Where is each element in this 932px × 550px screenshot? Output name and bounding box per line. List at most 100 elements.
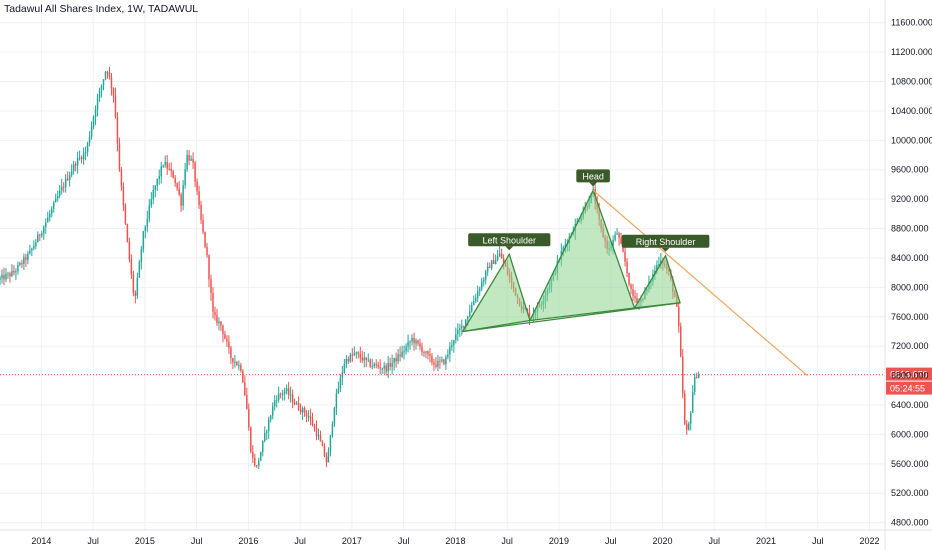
candle (232, 357, 234, 370)
candle (52, 200, 55, 213)
candle (140, 246, 143, 270)
candle (431, 353, 433, 366)
y-tick-label: 8400.000 (891, 253, 929, 263)
candle-body (74, 164, 77, 166)
candle (371, 358, 373, 370)
candle (319, 430, 322, 442)
candle-body (124, 205, 127, 224)
candle (486, 262, 489, 276)
candle-body (451, 344, 453, 347)
candle (301, 406, 304, 420)
candle-body (437, 360, 439, 367)
candle-body (208, 255, 210, 280)
candle (15, 268, 17, 280)
candle (164, 155, 166, 168)
candle-body (49, 213, 51, 218)
candle (697, 371, 700, 379)
candle (102, 79, 105, 91)
candle-body (220, 321, 222, 326)
candle-body (116, 116, 119, 144)
candle-body (271, 406, 274, 416)
candle-body (176, 183, 178, 189)
candle-body (365, 357, 368, 360)
candle-body (226, 338, 228, 342)
candle-body (630, 284, 632, 290)
candle (244, 375, 246, 396)
candle-body (319, 435, 322, 442)
candle-body (128, 241, 131, 260)
candle-body (367, 359, 370, 361)
candle (391, 354, 393, 375)
candle-body (168, 168, 170, 170)
candle (186, 149, 188, 172)
x-tick-label: 2015 (135, 536, 155, 546)
candle (208, 254, 210, 288)
candle (415, 338, 417, 350)
candle (27, 251, 29, 265)
candle (7, 271, 9, 279)
candle-body (476, 291, 479, 298)
candle (369, 358, 371, 369)
candle (118, 137, 121, 172)
candle (60, 178, 63, 195)
pattern-label-bg (621, 234, 710, 248)
y-tick-label: 5600.000 (891, 459, 929, 469)
candle (240, 362, 242, 373)
candle (84, 146, 87, 161)
candle (70, 164, 73, 178)
candle-body (684, 393, 686, 424)
candle-body (5, 274, 7, 280)
pattern-label-text: Left Shoulder (482, 235, 536, 245)
pattern-triangle (528, 188, 636, 322)
candle-body (361, 357, 364, 361)
candle (82, 147, 85, 165)
x-tick-label: 2022 (859, 536, 879, 546)
pattern-label: Head (576, 169, 610, 187)
candle-body (1, 274, 3, 279)
candle-body (170, 169, 172, 171)
candle (345, 354, 348, 369)
candle-body (39, 234, 41, 236)
candle (212, 287, 214, 319)
candle (152, 185, 155, 205)
candle (357, 351, 360, 359)
candle-body (459, 328, 461, 330)
candle-body (206, 246, 208, 256)
candle-body (86, 142, 89, 152)
candle-body (695, 377, 698, 379)
candle-body (212, 292, 214, 312)
candle (142, 230, 145, 253)
candle-body (100, 85, 103, 91)
candle (297, 396, 300, 411)
candle-body (254, 457, 256, 466)
candle-body (138, 261, 141, 278)
candle-body (160, 166, 162, 177)
candle (260, 451, 262, 462)
candle (116, 112, 119, 152)
candle (309, 408, 312, 426)
candle-body (697, 374, 700, 378)
head-and-shoulders-pattern: Left Shoulder Head Right Shoulder (461, 169, 808, 377)
candle-body (19, 263, 21, 266)
candle-body (94, 109, 97, 118)
candle (379, 359, 381, 375)
candle-body (309, 416, 312, 419)
candle-body (383, 365, 385, 369)
candle (343, 358, 346, 374)
candle (423, 350, 425, 357)
y-tick-label: 6400.000 (891, 400, 929, 410)
candle (150, 191, 153, 209)
pattern-label: Left Shoulder (468, 233, 551, 251)
candle-body (658, 264, 660, 266)
candle (630, 283, 632, 295)
candle-body (158, 176, 160, 179)
candle-body (634, 295, 636, 298)
candle-body (194, 162, 196, 182)
candle-body (92, 117, 95, 127)
pattern-label-text: Head (582, 171, 604, 181)
candle-body (252, 451, 254, 458)
candle (381, 367, 383, 374)
candle-body (21, 263, 23, 265)
candle-body (413, 337, 415, 344)
